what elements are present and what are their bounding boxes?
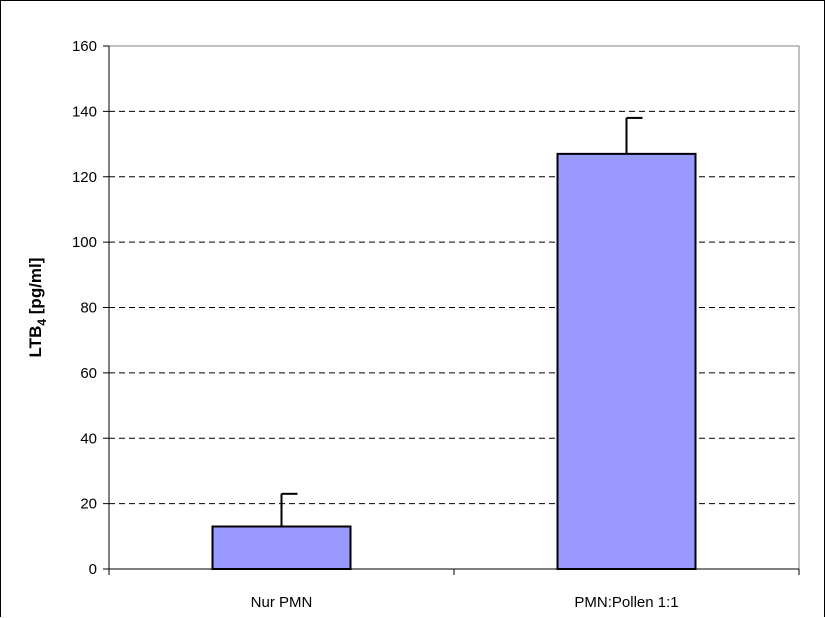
y-axis-title: LTB4 [pg/ml]	[26, 258, 49, 358]
bars	[211, 152, 697, 570]
y-axis-title-subscript: 4	[35, 319, 49, 326]
bar-1	[211, 525, 352, 570]
x-tick-label: Nur PMN	[251, 594, 313, 611]
y-tick-label: 120	[72, 169, 97, 186]
x-tick-label: PMN:Pollen 1:1	[574, 594, 678, 611]
y-tick-label: 0	[89, 561, 97, 578]
y-tick-label: 80	[80, 300, 97, 317]
y-tick-label: 60	[80, 365, 97, 382]
y-tick-label: 100	[72, 234, 97, 251]
y-tick-label: 20	[80, 496, 97, 513]
error-bars	[280, 116, 643, 527]
y-axis-title-main: LTB	[26, 326, 45, 358]
axes	[103, 45, 800, 575]
y-tick-label: 40	[80, 430, 97, 447]
y-tick-labels: 0 20 40 60 80 100 120 140 160	[72, 38, 97, 578]
x-tick-labels: Nur PMN PMN:Pollen 1:1	[251, 594, 679, 611]
y-tick-label: 140	[72, 103, 97, 120]
gridlines	[109, 110, 799, 505]
bar-2	[556, 152, 697, 570]
y-tick-label: 160	[72, 38, 97, 55]
y-axis-title-unit: [pg/ml]	[26, 258, 45, 319]
